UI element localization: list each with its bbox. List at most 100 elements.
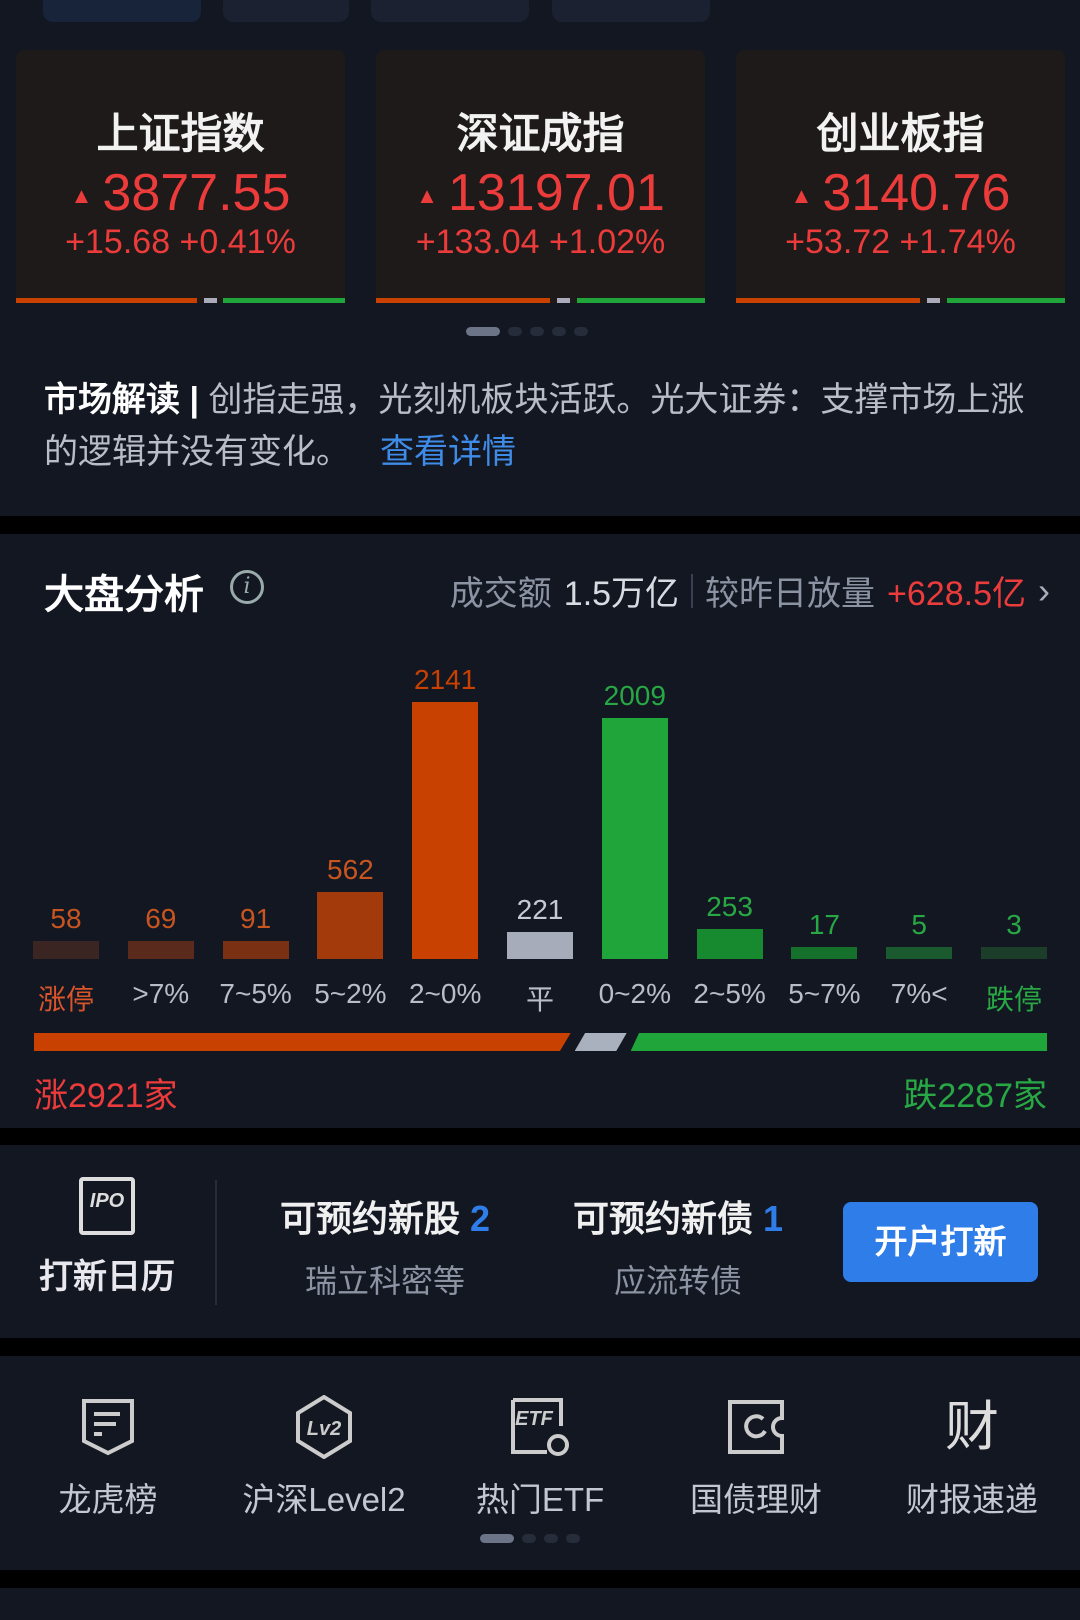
category-label: 7~5% — [219, 978, 292, 1009]
carousel-dots — [466, 327, 588, 336]
tool-label: 国债理财 — [690, 1481, 822, 1518]
compare-value: +628.5亿 — [887, 575, 1026, 613]
tab-3[interactable] — [371, 0, 529, 22]
category-label: 2~0% — [408, 978, 482, 1009]
index-name: 上证指数 — [96, 110, 265, 157]
index-name: 创业板指 — [816, 110, 985, 157]
turnover-label: 成交额 — [449, 575, 552, 613]
tool-1[interactable]: Lv2 沪深Level2 — [224, 1395, 424, 1521]
breadth-total-bar — [34, 1033, 1047, 1051]
bar-value: 562 — [327, 853, 374, 885]
ipo-bond-count: 1 — [763, 1198, 784, 1239]
category-label: 5~7% — [788, 978, 861, 1009]
bar-7 — [696, 928, 763, 959]
down-count: 跌2287家 — [903, 1077, 1047, 1115]
bar-value: 58 — [50, 903, 82, 934]
tool-0[interactable]: 龙虎榜 — [8, 1395, 208, 1521]
bar-3 — [317, 891, 384, 959]
ipo-section: IPO 打新日历 可预约新股 2 瑞立科密等 可预约新债 1 应流转债 开户打新 — [0, 1145, 1080, 1338]
bar-9 — [886, 947, 953, 959]
breadth-bar — [16, 298, 345, 303]
category-label: 涨停 — [37, 984, 94, 1015]
tool-2[interactable]: ETF 热门ETF — [440, 1395, 640, 1521]
index-section: 上证指数 ▲ 3877.55 +15.68 +0.41% 深证成指 ▲ 13197.… — [0, 0, 1080, 516]
index-price: 13197.01 — [447, 164, 665, 222]
up-arrow-icon: ▲ — [70, 183, 93, 209]
bar-2 — [222, 941, 289, 959]
ipo-stock-names: 瑞立科密等 — [305, 1263, 466, 1299]
tool-label: 龙虎榜 — [58, 1481, 158, 1518]
info-icon[interactable]: i — [230, 570, 264, 604]
breadth-bar — [376, 298, 705, 303]
bar-value: 69 — [145, 903, 177, 934]
bar-value: 253 — [706, 890, 753, 922]
bar-value: 91 — [240, 903, 272, 934]
index-price: 3140.76 — [822, 164, 1011, 222]
index-change: +53.72 +1.74% — [785, 223, 1016, 261]
tool-4[interactable]: 财财报速递 — [872, 1395, 1072, 1521]
market-note[interactable]: 市场解读 | 创指走强，光刻机板块活跃。光大证券：支撑市场上涨的逻辑并没有变化。… — [44, 381, 1025, 471]
category-label: 平 — [525, 984, 554, 1015]
ipo-bonds[interactable]: 可预约新债 1 应流转债 — [573, 1190, 783, 1302]
category-label: 2~5% — [693, 978, 766, 1009]
index-card-sh[interactable]: 上证指数 ▲ 3877.55 +15.68 +0.41% — [16, 50, 345, 303]
category-label: 跌停 — [985, 984, 1042, 1015]
market-analysis-section: 大盘分析 i 成交额 1.5万亿 较昨日放量 +628.5亿 › 58 涨停 69 >… — [0, 534, 1080, 1128]
category-label: >7% — [132, 978, 190, 1009]
category-label: 7%< — [890, 978, 948, 1009]
bar-1 — [127, 941, 194, 959]
tool-label: 财报速递 — [906, 1481, 1038, 1518]
svg-text:ETF: ETF — [515, 1408, 554, 1430]
next-section — [0, 1588, 1080, 1620]
bar-4 — [412, 702, 479, 959]
tools-section — [0, 1356, 1080, 1570]
tool-label: 沪深Level2 — [242, 1481, 406, 1518]
tool-3[interactable]: 国债理财 — [656, 1395, 856, 1521]
tab-1[interactable] — [43, 0, 201, 22]
bar-value: 3 — [1006, 909, 1022, 940]
note-title: 市场解读 — [44, 381, 180, 419]
ipo-stock-label: 可预约新股 — [280, 1198, 461, 1239]
index-card-sz[interactable]: 深证成指 ▲ 13197.01 +133.04 +1.02% — [376, 50, 705, 303]
bond-ticket-icon — [656, 1395, 856, 1459]
turnover-value: 1.5万亿 — [563, 575, 680, 613]
ipo-stock-count: 2 — [470, 1198, 491, 1239]
ipo-bond-label: 可预约新债 — [573, 1198, 754, 1239]
up-arrow-icon: ▲ — [416, 183, 438, 209]
cai-icon: 财 — [945, 1397, 999, 1457]
bar-value: 17 — [808, 909, 840, 940]
ipo-icon: IPO — [79, 1177, 135, 1235]
ipo-calendar[interactable]: IPO 打新日历 — [36, 1177, 178, 1298]
compare-label: 较昨日放量 — [705, 575, 876, 613]
bar-0 — [33, 941, 99, 959]
breadth-bar — [736, 298, 1065, 303]
ipo-stocks[interactable]: 可预约新股 2 瑞立科密等 — [280, 1190, 490, 1302]
bar-8 — [791, 947, 858, 959]
lv2-hexagon-icon: Lv2 — [224, 1395, 424, 1459]
index-name: 深证成指 — [456, 110, 625, 157]
tab-2[interactable] — [223, 0, 349, 22]
bar-value: 5 — [911, 909, 927, 940]
bar-value: 2009 — [603, 679, 666, 711]
note-text: 创指走强，光刻机板块活跃。光大证券：支撑市场上涨的逻辑并没有变化。 — [44, 381, 1025, 471]
bar-10 — [981, 947, 1047, 959]
svg-text:Lv2: Lv2 — [307, 1418, 341, 1440]
etf-icon: ETF — [440, 1395, 640, 1459]
ipo-bond-names: 应流转债 — [614, 1263, 743, 1299]
bar-6 — [601, 717, 668, 959]
analysis-title: 大盘分析 — [44, 573, 204, 617]
up-count: 涨2921家 — [34, 1077, 178, 1115]
bar-5 — [507, 932, 573, 959]
index-card-cy[interactable]: 创业板指 ▲ 3140.76 +53.72 +1.74% — [736, 50, 1065, 303]
category-label: 0~2% — [598, 978, 671, 1009]
tab-4[interactable] — [552, 0, 710, 22]
index-price: 3877.55 — [102, 164, 291, 222]
view-details-link[interactable]: 查看详情 — [380, 433, 516, 471]
index-change: +15.68 +0.41% — [65, 223, 296, 261]
up-arrow-icon: ▲ — [790, 183, 813, 209]
chevron-right-icon[interactable]: › — [1038, 569, 1050, 611]
list-shield-icon — [8, 1395, 208, 1459]
open-account-button[interactable]: 开户打新 — [843, 1202, 1038, 1282]
bar-value: 2141 — [414, 664, 477, 695]
